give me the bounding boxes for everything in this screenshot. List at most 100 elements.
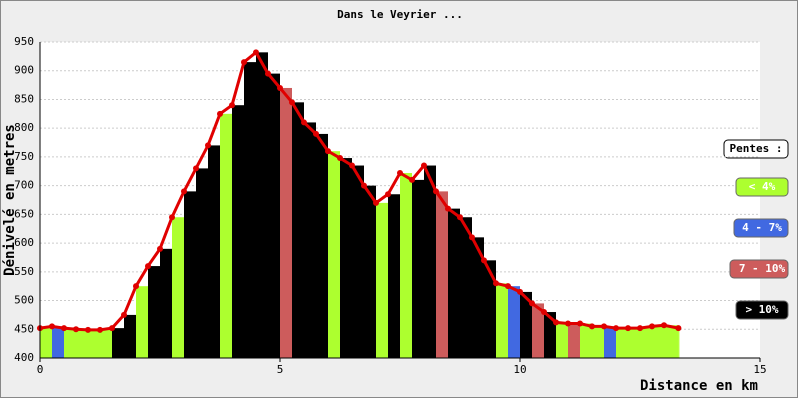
profile-point bbox=[589, 323, 595, 330]
profile-point bbox=[349, 162, 355, 169]
profile-point bbox=[361, 182, 367, 189]
y-tick-label: 500 bbox=[14, 294, 34, 307]
profile-bar bbox=[412, 179, 424, 358]
profile-point bbox=[133, 283, 139, 290]
profile-bar bbox=[256, 52, 268, 358]
profile-point bbox=[565, 320, 571, 327]
profile-point bbox=[505, 283, 511, 290]
profile-point bbox=[529, 300, 535, 307]
profile-bar bbox=[628, 328, 640, 358]
legend-label: < 4% bbox=[749, 180, 776, 193]
profile-bar bbox=[472, 237, 484, 358]
chart-title: Dans le Veyrier ... bbox=[337, 8, 463, 21]
profile-point bbox=[675, 325, 682, 332]
profile-point bbox=[493, 280, 499, 287]
profile-bar bbox=[208, 145, 220, 358]
profile-bar bbox=[448, 208, 460, 358]
profile-bar bbox=[424, 165, 436, 358]
profile-point bbox=[61, 325, 67, 332]
profile-point bbox=[397, 169, 403, 176]
y-tick-label: 800 bbox=[14, 121, 34, 134]
y-tick-label: 950 bbox=[14, 35, 34, 48]
y-tick-label: 600 bbox=[14, 236, 34, 249]
profile-bar bbox=[616, 328, 628, 358]
y-tick-label: 900 bbox=[14, 64, 34, 77]
profile-bar bbox=[112, 328, 124, 358]
profile-bar bbox=[400, 172, 412, 358]
profile-bar bbox=[124, 314, 136, 358]
profile-point bbox=[421, 162, 427, 169]
profile-point bbox=[637, 325, 643, 332]
profile-bar bbox=[496, 283, 508, 358]
y-tick-label: 750 bbox=[14, 150, 34, 163]
profile-point bbox=[661, 322, 667, 329]
profile-point bbox=[313, 130, 319, 137]
profile-point bbox=[385, 191, 391, 198]
profile-bar bbox=[280, 87, 292, 359]
profile-point bbox=[481, 257, 487, 264]
profile-point bbox=[229, 102, 235, 109]
profile-point bbox=[205, 142, 211, 149]
profile-bar bbox=[592, 326, 604, 358]
profile-point bbox=[601, 323, 607, 330]
profile-point bbox=[121, 311, 127, 318]
profile-point bbox=[253, 49, 259, 56]
profile-point bbox=[325, 148, 331, 155]
profile-point bbox=[373, 199, 379, 206]
profile-bar bbox=[484, 260, 496, 358]
x-tick-label: 0 bbox=[37, 363, 44, 376]
x-tick-label: 15 bbox=[753, 363, 766, 376]
profile-point bbox=[517, 288, 523, 295]
profile-point bbox=[613, 325, 619, 332]
profile-point bbox=[337, 155, 343, 162]
profile-bar bbox=[244, 62, 256, 358]
profile-point bbox=[145, 263, 151, 270]
profile-point bbox=[541, 309, 547, 316]
legend-label: 4 - 7% bbox=[742, 221, 782, 234]
profile-point bbox=[85, 326, 91, 333]
profile-point bbox=[49, 323, 55, 330]
legend-title: Pentes : bbox=[730, 142, 783, 155]
profile-bar bbox=[652, 326, 664, 358]
profile-bar bbox=[136, 286, 148, 358]
profile-bar bbox=[640, 328, 652, 358]
legend-swatch bbox=[729, 259, 789, 279]
profile-bar bbox=[268, 73, 280, 358]
profile-point bbox=[625, 325, 631, 332]
profile-bar bbox=[64, 328, 76, 358]
profile-point bbox=[409, 176, 415, 183]
profile-point bbox=[241, 59, 247, 66]
y-tick-label: 450 bbox=[14, 322, 34, 335]
profile-bar bbox=[232, 105, 244, 358]
profile-bar bbox=[436, 191, 448, 358]
profile-bar bbox=[100, 329, 112, 358]
legend-title-box bbox=[723, 139, 789, 159]
profile-point bbox=[97, 326, 103, 333]
x-tick-label: 5 bbox=[277, 363, 284, 376]
legend-swatch bbox=[735, 300, 789, 320]
profile-point bbox=[157, 245, 163, 252]
profile-bar bbox=[352, 165, 364, 358]
profile-bar bbox=[196, 168, 208, 358]
profile-point bbox=[265, 70, 271, 77]
profile-bar bbox=[52, 326, 64, 358]
legend-swatch bbox=[735, 177, 789, 197]
profile-point bbox=[577, 320, 583, 327]
profile-point bbox=[277, 84, 283, 91]
profile-bar bbox=[388, 194, 400, 358]
profile-bar bbox=[304, 122, 316, 358]
profile-bar bbox=[328, 151, 340, 358]
profile-bar bbox=[184, 191, 196, 358]
profile-bar bbox=[292, 102, 304, 358]
profile-point bbox=[73, 326, 79, 333]
profile-bar bbox=[678, 328, 680, 358]
profile-point bbox=[553, 319, 559, 326]
profile-point bbox=[301, 119, 307, 126]
y-tick-label: 550 bbox=[14, 265, 34, 278]
profile-bar bbox=[460, 217, 472, 358]
legend-swatch bbox=[733, 218, 789, 238]
legend-label: 7 - 10% bbox=[739, 262, 786, 275]
profile-point bbox=[109, 325, 115, 332]
profile-bar bbox=[88, 329, 100, 358]
